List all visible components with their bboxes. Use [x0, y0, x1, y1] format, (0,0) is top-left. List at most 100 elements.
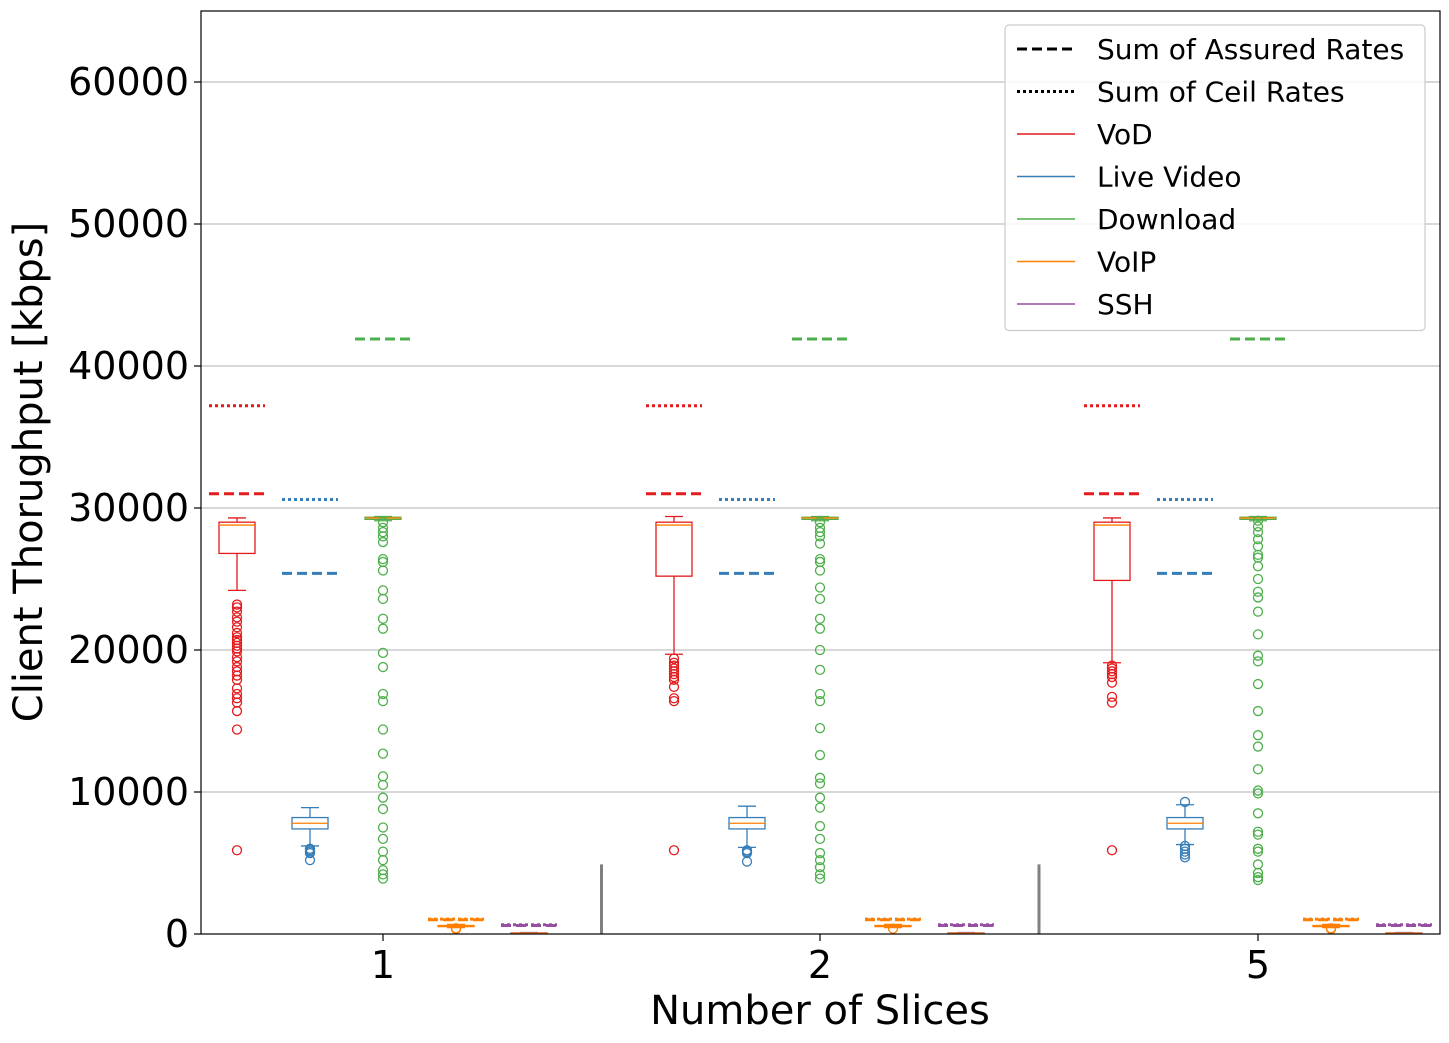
- outlier-point: [1252, 573, 1264, 585]
- outlier-point: [377, 536, 389, 548]
- outlier-point: [814, 792, 826, 803]
- legend-box: [1004, 24, 1426, 332]
- outlier-point: [1106, 666, 1118, 677]
- outlier-point: [231, 616, 243, 627]
- outlier-point: [377, 869, 389, 880]
- outlier-point: [1252, 867, 1264, 879]
- outlier-point: [1106, 671, 1118, 683]
- y-tick-label: 40000: [68, 344, 189, 388]
- outlier-point: [1252, 764, 1264, 775]
- outlier-point: [1252, 549, 1264, 561]
- y-tick-label: 50000: [68, 202, 189, 246]
- outlier-point: [814, 778, 826, 789]
- legend-label: Sum of Ceil Rates: [1097, 76, 1345, 109]
- outlier-point: [377, 833, 389, 845]
- outlier-point: [231, 640, 243, 651]
- outlier-point: [741, 856, 753, 867]
- group-separators: [600, 864, 1041, 934]
- box-plot: [1166, 796, 1204, 863]
- outlier-point: [1252, 592, 1264, 603]
- box-plot: [218, 517, 256, 856]
- outlier-point: [814, 593, 826, 605]
- outlier-point: [814, 623, 826, 634]
- outlier-point: [814, 873, 826, 884]
- outlier-point: [1179, 849, 1191, 860]
- outlier-point: [231, 646, 243, 657]
- outlier-point: [1252, 730, 1264, 741]
- outlier-point: [231, 651, 243, 663]
- outlier-point: [1252, 515, 1264, 526]
- outlier-point: [1252, 656, 1264, 667]
- outlier-point: [887, 923, 899, 934]
- outlier-point: [377, 748, 389, 759]
- legend-label: Sum of Assured Rates: [1097, 33, 1404, 66]
- outlier-point: [814, 526, 826, 538]
- outlier-point: [814, 531, 826, 542]
- outlier-point: [814, 582, 826, 593]
- box-plot: [728, 805, 766, 867]
- box-plot: [1239, 515, 1277, 886]
- x-tick-label: 2: [808, 943, 832, 987]
- outlier-point: [814, 855, 826, 866]
- outlier-point: [377, 803, 389, 815]
- outlier-point: [231, 612, 243, 623]
- outlier-point: [377, 771, 389, 782]
- boxes: [218, 515, 1423, 935]
- y-axis-title: Client Thorughput [kbps]: [6, 222, 52, 722]
- y-tick-label: 30000: [68, 486, 189, 530]
- outlier-point: [304, 847, 316, 859]
- outlier-point: [1252, 650, 1264, 661]
- outlier-point: [814, 688, 826, 700]
- outlier-point: [377, 517, 389, 528]
- box-plot: [364, 515, 402, 884]
- outlier-point: [1252, 678, 1264, 690]
- outlier-point: [377, 565, 389, 576]
- legend-label: VoD: [1097, 118, 1153, 151]
- outlier-point: [1252, 829, 1264, 840]
- box-plot: [1312, 923, 1350, 935]
- y-axis: 0 10000 20000 30000 40000 50000 60000: [68, 60, 201, 956]
- outlier-point: [1252, 874, 1264, 886]
- outlier-point: [377, 531, 389, 542]
- outlier-point: [668, 674, 680, 685]
- outlier-point: [1252, 526, 1264, 538]
- outlier-point: [377, 593, 389, 605]
- outlier-point: [814, 802, 826, 813]
- outlier-point: [231, 622, 243, 633]
- outlier-point: [231, 705, 243, 717]
- outlier-point: [668, 695, 680, 707]
- outlier-point: [1252, 826, 1264, 837]
- outlier-point: [814, 644, 826, 656]
- outlier-point: [377, 822, 389, 833]
- y-tick-label: 60000: [68, 60, 189, 104]
- outlier-point: [814, 695, 826, 707]
- outlier-point: [814, 517, 826, 528]
- outlier-point: [1252, 859, 1264, 870]
- legend-label: Live Video: [1097, 161, 1242, 194]
- outlier-point: [814, 538, 826, 549]
- outlier-point: [814, 833, 826, 845]
- outlier-point: [304, 855, 316, 866]
- outlier-point: [814, 862, 826, 873]
- outlier-point: [1252, 785, 1264, 796]
- outlier-point: [1252, 521, 1264, 532]
- outlier-point: [231, 683, 243, 694]
- outlier-point: [668, 693, 680, 704]
- outlier-point: [231, 627, 243, 639]
- outlier-point: [377, 585, 389, 596]
- outlier-point: [1106, 691, 1118, 703]
- outlier-point: [377, 661, 389, 673]
- outlier-point: [377, 553, 389, 565]
- outlier-point: [231, 670, 243, 681]
- outlier-point: [377, 526, 389, 538]
- outlier-point: [814, 847, 826, 859]
- y-tick-label: 0: [165, 912, 189, 956]
- outlier-point: [814, 869, 826, 880]
- outlier-point: [1106, 697, 1118, 708]
- outlier-point: [668, 668, 680, 680]
- box-plot: [1093, 517, 1131, 856]
- outlier-point: [231, 845, 243, 856]
- outlier-point: [1252, 872, 1264, 883]
- outlier-point: [377, 613, 389, 624]
- outlier-point: [377, 779, 389, 791]
